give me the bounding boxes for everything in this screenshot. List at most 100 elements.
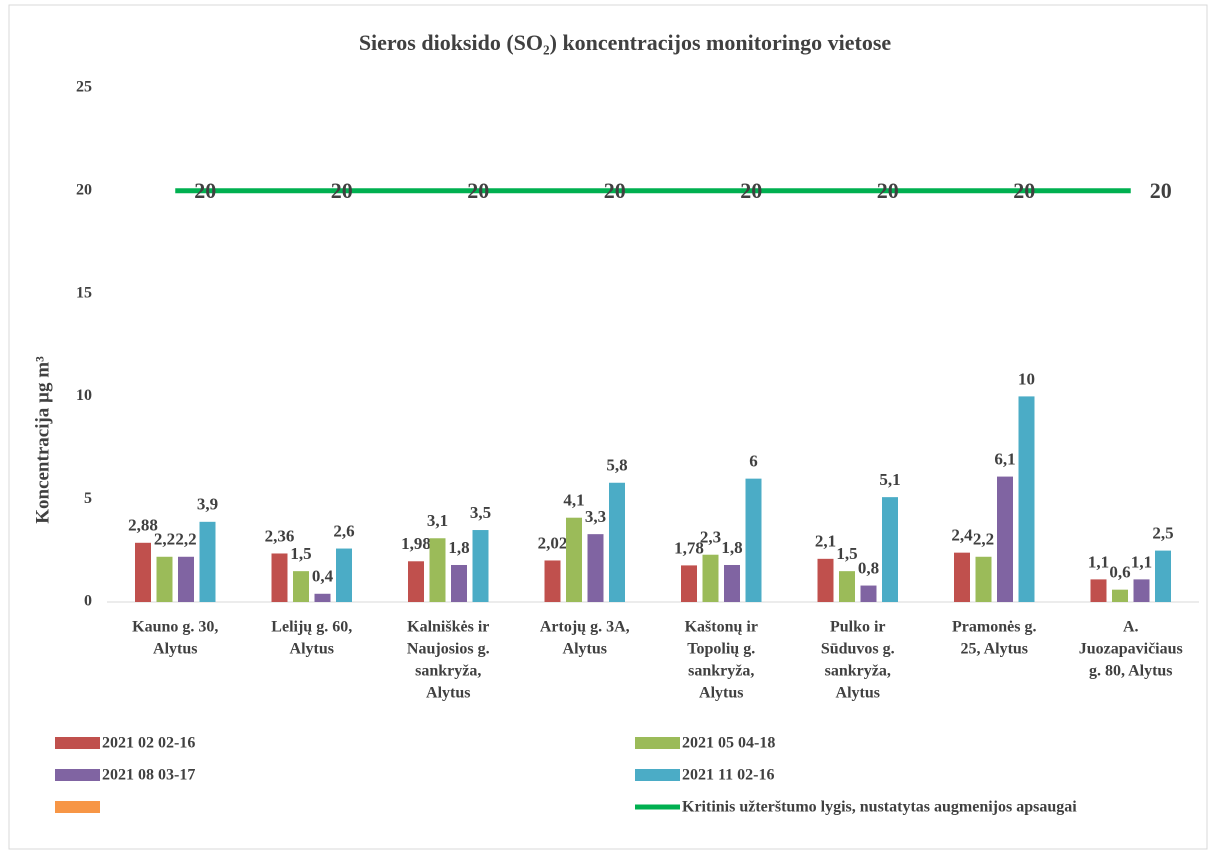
data-label: 2,5	[1152, 524, 1173, 543]
y-axis-label: Koncentracija µg m³	[32, 356, 53, 524]
data-label: 1,8	[721, 538, 742, 557]
bar	[1133, 579, 1150, 602]
x-tick-label: Pramonės g.	[952, 619, 1036, 636]
legend-swatch	[635, 769, 680, 781]
y-tick-label: 15	[76, 284, 92, 301]
data-label: 20	[604, 178, 626, 203]
y-tick-label: 5	[84, 490, 92, 507]
data-label: 2,2	[175, 530, 196, 549]
bar	[199, 521, 216, 602]
x-tick-label: Pulko ir	[830, 619, 886, 636]
legend-label: Kritinis užterštumo lygis, nustatytas au…	[682, 799, 1077, 816]
x-tick-label: Alytus	[426, 685, 470, 702]
x-tick-label: Alytus	[153, 641, 197, 658]
bar	[271, 553, 288, 602]
x-tick-label: Sūduvos g.	[821, 641, 895, 658]
data-label: 20	[331, 178, 353, 203]
legend-label: 2021 02 02-16	[102, 735, 195, 752]
x-tick-label: sankryža,	[825, 663, 891, 680]
bar	[587, 534, 604, 602]
bar	[724, 564, 740, 602]
data-label: 20	[740, 178, 762, 203]
x-tick-label: 25, Alytus	[960, 641, 1028, 658]
data-label: 20	[1150, 178, 1172, 203]
data-label: 5,8	[606, 456, 627, 475]
chart-title: Sieros dioksido (SO₂) koncentracijos mon…	[359, 30, 892, 55]
bar	[997, 476, 1013, 602]
bar	[975, 556, 992, 602]
bar	[336, 548, 352, 602]
x-tick-label: Alytus	[699, 685, 743, 702]
x-tick-label: Alytus	[836, 685, 880, 702]
data-label: 20	[1013, 178, 1035, 203]
x-tick-label: Alytus	[290, 641, 334, 658]
y-tick-label: 0	[84, 593, 92, 610]
data-label: 2,36	[265, 526, 295, 545]
bar	[135, 542, 151, 602]
x-tick-label: Artojų g. 3A,	[540, 619, 630, 636]
x-tick-label: Kalniškės ir	[407, 619, 489, 636]
x-tick-label: Alytus	[563, 641, 607, 658]
legend-swatch	[635, 737, 680, 749]
data-label: 0,8	[858, 558, 879, 577]
data-label: 1,78	[674, 538, 704, 557]
data-label: 2,02	[538, 533, 568, 552]
x-tick-label: Lelijų g. 60,	[271, 619, 352, 636]
bar	[1018, 396, 1035, 602]
legend-label: 2021 11 02-16	[682, 767, 774, 784]
bar	[544, 560, 561, 602]
data-label: 20	[877, 178, 899, 203]
x-tick-label: Kaštonų ir	[685, 619, 758, 636]
data-label: 2,6	[333, 521, 354, 540]
legend-label: 2021 08 03-17	[102, 767, 195, 784]
bar	[1112, 589, 1128, 602]
bar	[954, 552, 970, 602]
legend-swatch	[55, 801, 100, 813]
data-label: 20	[194, 178, 216, 203]
bar	[429, 538, 446, 602]
y-tick-label: 25	[76, 79, 92, 96]
x-tick-label: A.	[1123, 619, 1139, 636]
bar	[451, 564, 467, 602]
data-label: 1,1	[1088, 552, 1109, 571]
data-label: 2,1	[815, 532, 836, 551]
bar	[681, 565, 697, 602]
data-label: 1,1	[1131, 552, 1152, 571]
bar	[156, 556, 173, 602]
data-label: 2,88	[128, 516, 158, 535]
legend-swatch	[55, 769, 100, 781]
bar	[314, 593, 331, 602]
y-tick-label: 10	[76, 387, 92, 404]
legend-label: 2021 05 04-18	[682, 735, 775, 752]
data-label: 10	[1018, 369, 1035, 388]
data-label: 2,4	[951, 526, 973, 545]
data-label: 4,1	[563, 491, 584, 510]
bar	[178, 556, 194, 602]
x-tick-label: sankryža,	[415, 663, 481, 680]
data-label: 2,3	[700, 528, 721, 547]
chart-frame	[8, 4, 1208, 850]
bar	[702, 554, 719, 602]
data-label: 3,5	[470, 503, 491, 522]
bar	[839, 571, 855, 602]
x-tick-label: g. 80, Alytus	[1089, 663, 1173, 680]
data-label: 1,5	[290, 544, 311, 563]
x-tick-label: Naujosios g.	[407, 641, 490, 658]
data-label: 6,1	[994, 449, 1015, 468]
x-tick-label: Topolių g.	[687, 641, 755, 658]
data-label: 2,2	[973, 530, 994, 549]
bar	[1155, 550, 1171, 602]
data-label: 2,2	[154, 530, 175, 549]
data-label: 5,1	[879, 470, 900, 489]
legend-swatch	[55, 737, 100, 749]
data-label: 3,3	[585, 507, 606, 526]
y-tick-label: 20	[76, 181, 92, 198]
bar	[745, 478, 762, 602]
x-tick-label: sankryža,	[688, 663, 754, 680]
bar	[609, 482, 625, 602]
bar	[817, 558, 834, 602]
data-label: 1,8	[448, 538, 469, 557]
data-label: 1,5	[836, 544, 857, 563]
data-label: 0,6	[1109, 563, 1130, 582]
